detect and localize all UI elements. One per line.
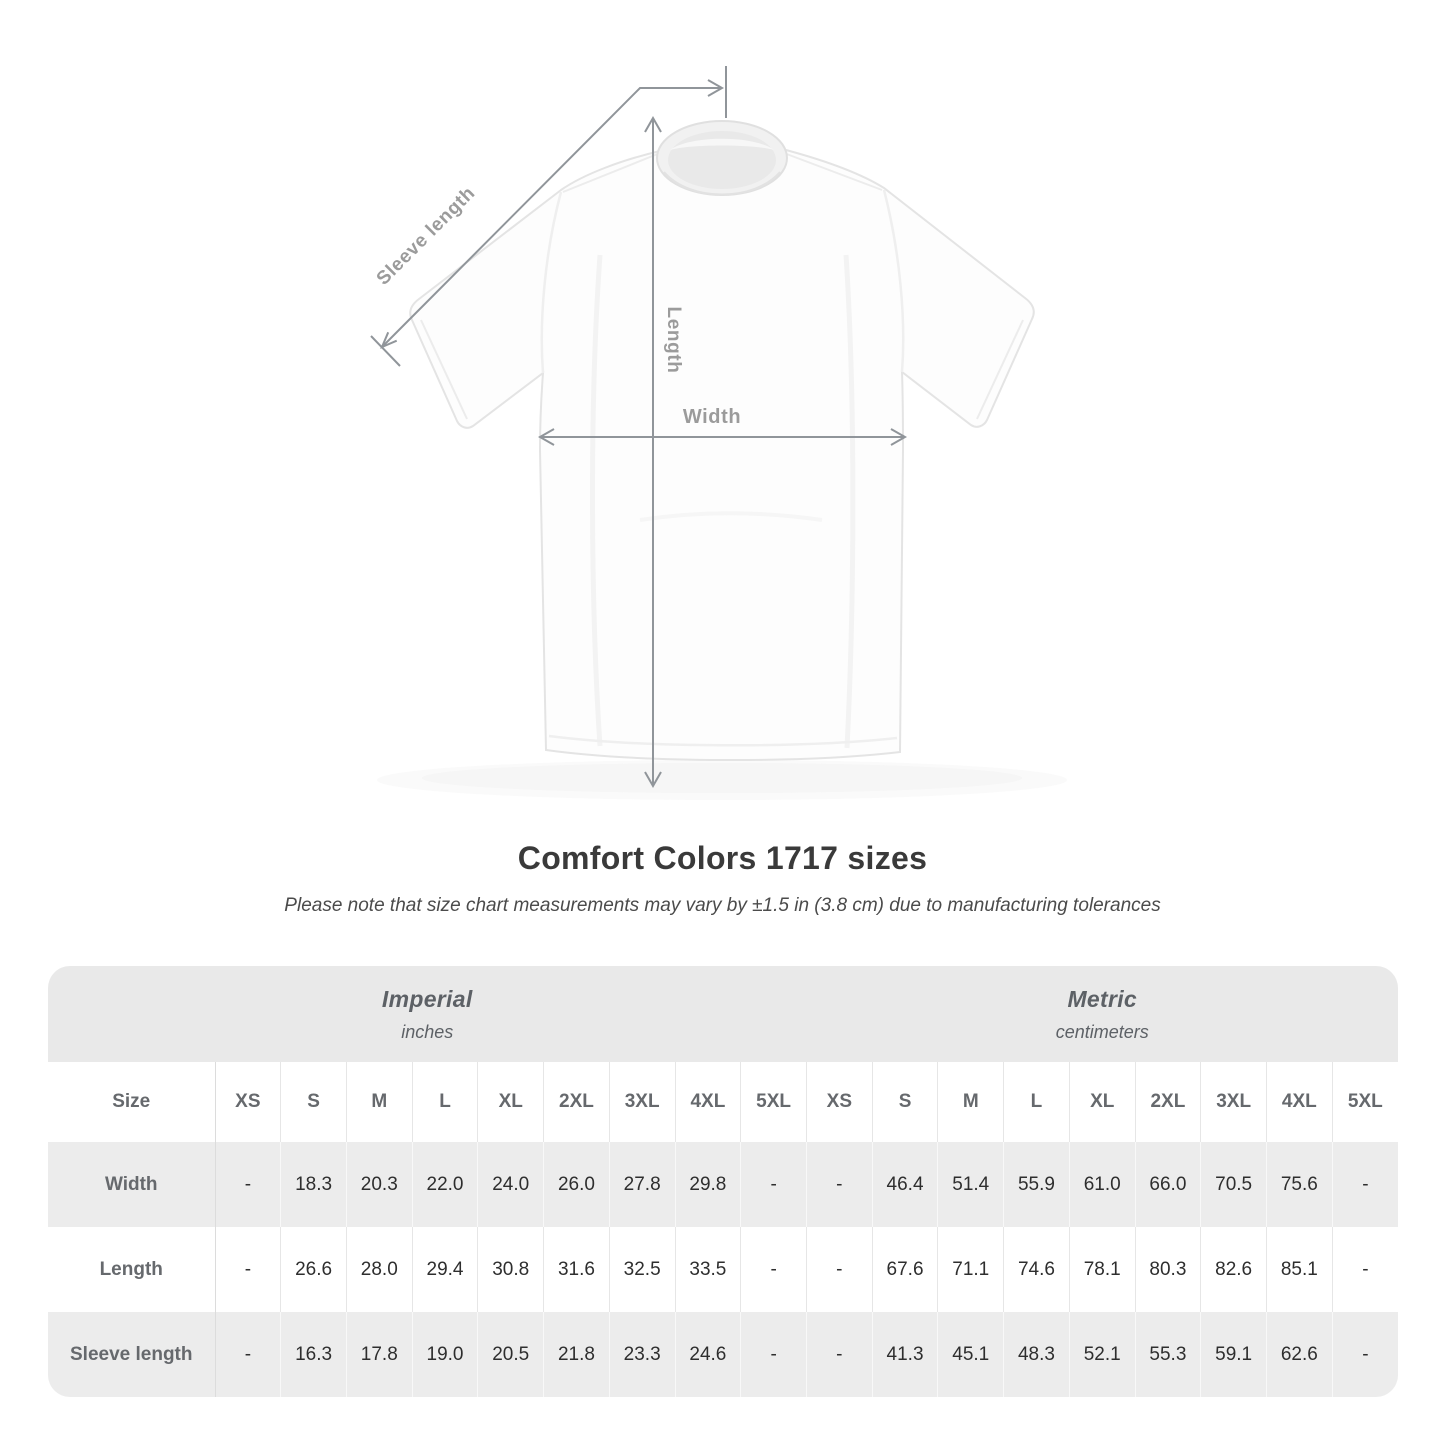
imperial-value: 26.0 xyxy=(543,1142,610,1227)
size-header-label: Size xyxy=(48,1062,215,1142)
imperial-value: 27.8 xyxy=(608,1142,676,1227)
imperial-value: 24.6 xyxy=(674,1312,741,1397)
imperial-value: 29.4 xyxy=(411,1227,478,1312)
imperial-value: 28.0 xyxy=(345,1227,413,1312)
metric-value: 67.6 xyxy=(871,1227,938,1312)
size-column-header: M xyxy=(345,1062,413,1142)
size-column-header: L xyxy=(1003,1062,1070,1142)
metric-value: 85.1 xyxy=(1266,1227,1333,1312)
imperial-value: 17.8 xyxy=(345,1312,413,1397)
metric-value: 59.1 xyxy=(1200,1312,1267,1397)
metric-value: 61.0 xyxy=(1068,1142,1136,1227)
metric-value: 71.1 xyxy=(937,1227,1004,1312)
metric-value: 78.1 xyxy=(1068,1227,1136,1312)
metric-value: - xyxy=(805,1227,873,1312)
metric-value: 55.9 xyxy=(1003,1142,1070,1227)
metric-value: 41.3 xyxy=(871,1312,938,1397)
tshirt-measurement-diagram: Sleeve length Length Width xyxy=(370,66,1067,800)
size-column-header: S xyxy=(871,1062,938,1142)
size-column-header: M xyxy=(937,1062,1004,1142)
size-column-header: 4XL xyxy=(1266,1062,1333,1142)
metric-value: 75.6 xyxy=(1266,1142,1333,1227)
imperial-value: 20.3 xyxy=(345,1142,413,1227)
length-annotation: Length xyxy=(644,115,684,789)
width-label: Width xyxy=(683,406,741,428)
imperial-value: - xyxy=(740,1142,807,1227)
metric-band-unit: centimeters xyxy=(1055,1021,1149,1042)
metric-value: 80.3 xyxy=(1134,1227,1201,1312)
tshirt-graphic xyxy=(409,120,1035,762)
metric-value: - xyxy=(1331,1142,1398,1227)
size-column-header: 2XL xyxy=(1134,1062,1201,1142)
size-column-header: 4XL xyxy=(674,1062,741,1142)
imperial-value: - xyxy=(740,1312,807,1397)
tshirt-shadow xyxy=(377,760,1067,800)
length-label: Length xyxy=(663,307,684,374)
metric-value: - xyxy=(1331,1312,1398,1397)
imperial-value: 30.8 xyxy=(477,1227,544,1312)
measurement-label: Width xyxy=(48,1142,215,1227)
imperial-value: 21.8 xyxy=(543,1312,610,1397)
sleeve-length-line xyxy=(381,87,722,348)
imperial-value: - xyxy=(214,1312,281,1397)
measurement-label: Sleeve length xyxy=(48,1312,215,1397)
measurement-row: Width -18.3 20.3 22.0 24.0 26.0 27.8 29.8- -46.4… xyxy=(48,1142,1398,1227)
metric-value: 66.0 xyxy=(1134,1142,1201,1227)
metric-value: 70.5 xyxy=(1200,1142,1267,1227)
size-column-header: 5XL xyxy=(740,1062,807,1142)
imperial-band: Imperial inches xyxy=(48,966,807,1062)
metric-value: 74.6 xyxy=(1003,1227,1070,1312)
imperial-value: - xyxy=(740,1227,807,1312)
size-column-header: XS xyxy=(805,1062,873,1142)
size-column-header: 3XL xyxy=(1200,1062,1267,1142)
size-column-header: 3XL xyxy=(608,1062,676,1142)
metric-value: 48.3 xyxy=(1003,1312,1070,1397)
imperial-value: 22.0 xyxy=(411,1142,478,1227)
size-column-header: XL xyxy=(477,1062,544,1142)
imperial-value: - xyxy=(214,1142,281,1227)
metric-value: 45.1 xyxy=(937,1312,1004,1397)
imperial-value: 32.5 xyxy=(608,1227,676,1312)
size-column-header: 5XL xyxy=(1331,1062,1398,1142)
imperial-value: 24.0 xyxy=(477,1142,544,1227)
imperial-value: - xyxy=(214,1227,281,1312)
imperial-value: 29.8 xyxy=(674,1142,741,1227)
imperial-value: 23.3 xyxy=(608,1312,676,1397)
measurement-row: Sleeve length -16.3 17.8 19.0 20.5 21.8 23.3 24… xyxy=(48,1312,1398,1397)
size-chart-table: Imperial inches Metric centimeters Size … xyxy=(48,966,1398,1397)
size-column-header: XL xyxy=(1068,1062,1136,1142)
page-title: Comfort Colors 1717 sizes xyxy=(517,840,928,876)
imperial-band-unit: inches xyxy=(401,1021,454,1042)
metric-band-title: Metric xyxy=(1067,985,1137,1012)
metric-value: - xyxy=(1331,1227,1398,1312)
width-annotation: Width xyxy=(537,406,908,446)
measurement-row: Length -26.6 28.0 29.4 30.8 31.6 32.5 33.5- -67.… xyxy=(48,1227,1398,1312)
imperial-value: 18.3 xyxy=(280,1142,347,1227)
measurement-label: Length xyxy=(48,1227,215,1312)
metric-value: 46.4 xyxy=(871,1142,938,1227)
metric-band: Metric centimeters xyxy=(806,966,1398,1062)
imperial-value: 16.3 xyxy=(280,1312,347,1397)
metric-value: - xyxy=(805,1142,873,1227)
size-column-header: XS xyxy=(214,1062,281,1142)
imperial-value: 19.0 xyxy=(411,1312,478,1397)
imperial-value: 31.6 xyxy=(543,1227,610,1312)
metric-value: 82.6 xyxy=(1200,1227,1267,1312)
size-column-header: L xyxy=(411,1062,478,1142)
metric-value: 52.1 xyxy=(1068,1312,1136,1397)
size-header-row: Size XS S M L XL 2XL 3XL 4XL 5XL XS S M L XL 2XL 3XL 4XL… xyxy=(48,1062,1398,1142)
metric-value: 62.6 xyxy=(1266,1312,1333,1397)
metric-value: 51.4 xyxy=(937,1142,1004,1227)
unit-band-row: Imperial inches Metric centimeters xyxy=(48,966,1398,1062)
imperial-band-title: Imperial xyxy=(381,985,473,1012)
metric-value: - xyxy=(805,1312,873,1397)
metric-value: 55.3 xyxy=(1134,1312,1201,1397)
size-column-header: 2XL xyxy=(543,1062,610,1142)
size-column-header: S xyxy=(280,1062,347,1142)
imperial-value: 26.6 xyxy=(280,1227,347,1312)
imperial-value: 33.5 xyxy=(674,1227,741,1312)
imperial-value: 20.5 xyxy=(477,1312,544,1397)
tolerance-note: Please note that size chart measurements… xyxy=(284,895,1161,916)
